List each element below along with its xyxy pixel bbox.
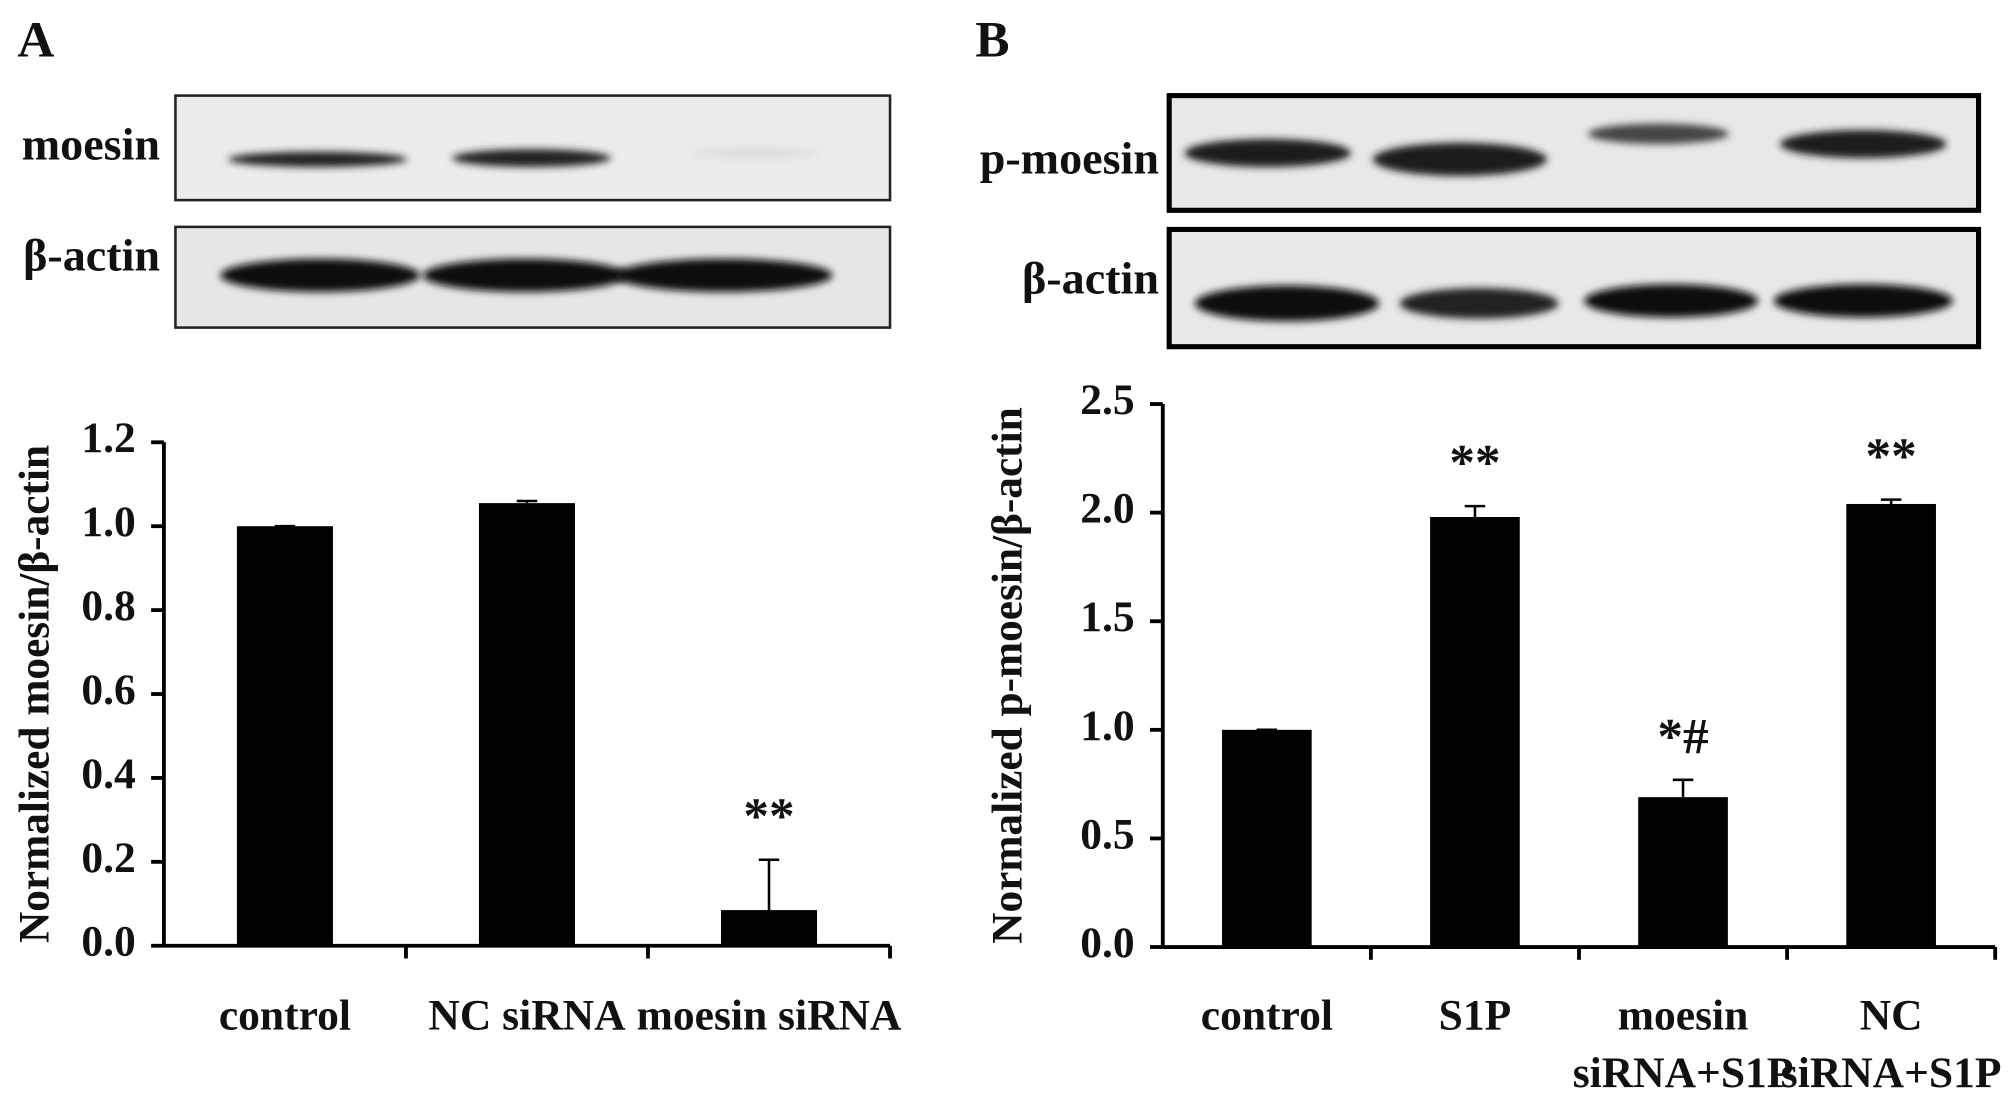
blot-label: β-actin — [23, 230, 160, 281]
y-tick-label: 0.4 — [81, 750, 135, 798]
x-tick-label: siRNA+S1P — [1573, 1049, 1794, 1097]
significance-label: ** — [743, 788, 794, 845]
blot-a2 — [174, 225, 892, 329]
x-tick-label: control — [219, 992, 351, 1040]
panel-label: B — [975, 11, 1009, 68]
y-tick-label: 2.0 — [1080, 485, 1134, 533]
blot-a1 — [174, 94, 892, 202]
x-tick-label: S1P — [1439, 992, 1512, 1040]
y-tick-label: 1.5 — [1080, 593, 1134, 641]
significance-label: ** — [1449, 435, 1500, 492]
x-tick-label: moesin — [1618, 992, 1749, 1040]
x-tick-label: NC siRNA — [428, 992, 626, 1040]
error-bar — [1672, 778, 1694, 798]
y-tick-label: 2.5 — [1080, 376, 1134, 424]
y-axis-label: Normalized moesin/β-actin — [10, 445, 58, 943]
y-axis-label: Normalized p-moesin/β-actin — [984, 407, 1032, 944]
y-tick-label: 0.0 — [81, 918, 135, 966]
x-tick-label: siRNA+S1P — [1781, 1049, 2002, 1097]
y-tick-label: 0.8 — [81, 582, 135, 630]
panel-label: A — [17, 11, 54, 68]
significance-label: ** — [1866, 428, 1917, 485]
bar — [236, 526, 333, 946]
error-bar — [1880, 498, 1902, 504]
error-bar — [516, 499, 538, 504]
error-bar — [1464, 504, 1486, 517]
bar — [1430, 516, 1520, 948]
y-tick-label: 1.0 — [1080, 702, 1134, 750]
bar — [478, 503, 575, 946]
blot-label: moesin — [22, 119, 160, 170]
blot-b1 — [1166, 93, 1982, 213]
y-tick-label: 0.5 — [1080, 810, 1134, 858]
y-tick-label: 1.2 — [81, 414, 135, 462]
y-tick-label: 1.0 — [81, 498, 135, 546]
bar — [1222, 729, 1312, 948]
bar — [1638, 797, 1728, 948]
bar — [720, 910, 818, 946]
y-tick-label: 0.0 — [1080, 919, 1134, 967]
bar — [1846, 503, 1936, 948]
error-bar — [758, 858, 780, 911]
blot-label: β-actin — [1022, 253, 1159, 304]
x-tick-label: moesin siRNA — [637, 992, 902, 1040]
blot-b2 — [1166, 226, 1982, 350]
blot-label: p-moesin — [980, 133, 1159, 184]
y-tick-label: 0.2 — [81, 834, 135, 882]
y-tick-label: 0.6 — [81, 666, 135, 714]
x-tick-label: NC — [1860, 992, 1923, 1040]
significance-label: *# — [1657, 708, 1708, 765]
x-tick-label: control — [1201, 992, 1333, 1040]
